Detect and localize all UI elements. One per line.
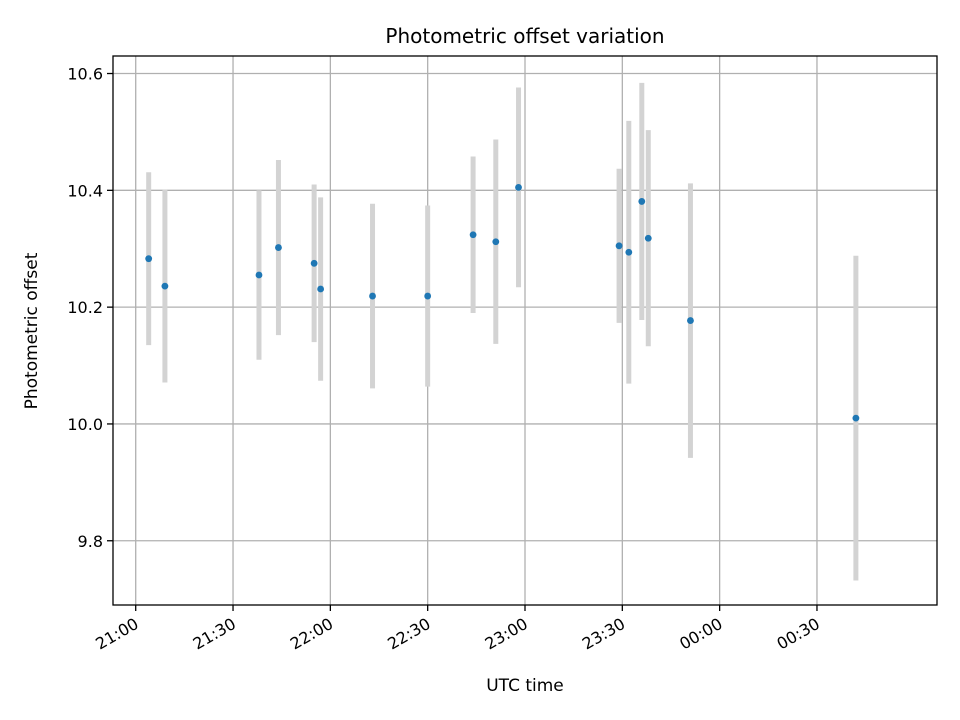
data-point [145,255,153,263]
data-point [317,285,325,293]
data-point [852,414,860,422]
y-axis-title: Photometric offset [22,252,42,409]
x-axis-title: UTC time [486,676,564,696]
data-point [687,317,694,324]
y-tick-label: 10.0 [67,415,103,434]
data-point [161,282,169,290]
data-point [275,244,282,251]
data-point [625,248,633,256]
data-points [145,184,860,422]
chart-title: Photometric offset variation [385,24,664,48]
y-tick-label: 9.8 [78,532,103,551]
y-tick-label: 10.6 [67,65,103,84]
y-tick-label: 10.2 [67,298,103,317]
data-point [638,198,646,205]
data-point [615,242,623,250]
data-point [644,234,652,242]
data-point [469,231,477,239]
data-point [310,259,318,267]
data-point [369,292,376,300]
y-axis: 9.8 10.0 10.2 10.4 10.6 [67,65,113,551]
grid [113,56,937,605]
data-point [492,238,500,246]
data-point [424,292,432,300]
y-tick-label: 10.4 [67,181,103,200]
data-point [515,184,522,191]
data-point [255,271,263,279]
